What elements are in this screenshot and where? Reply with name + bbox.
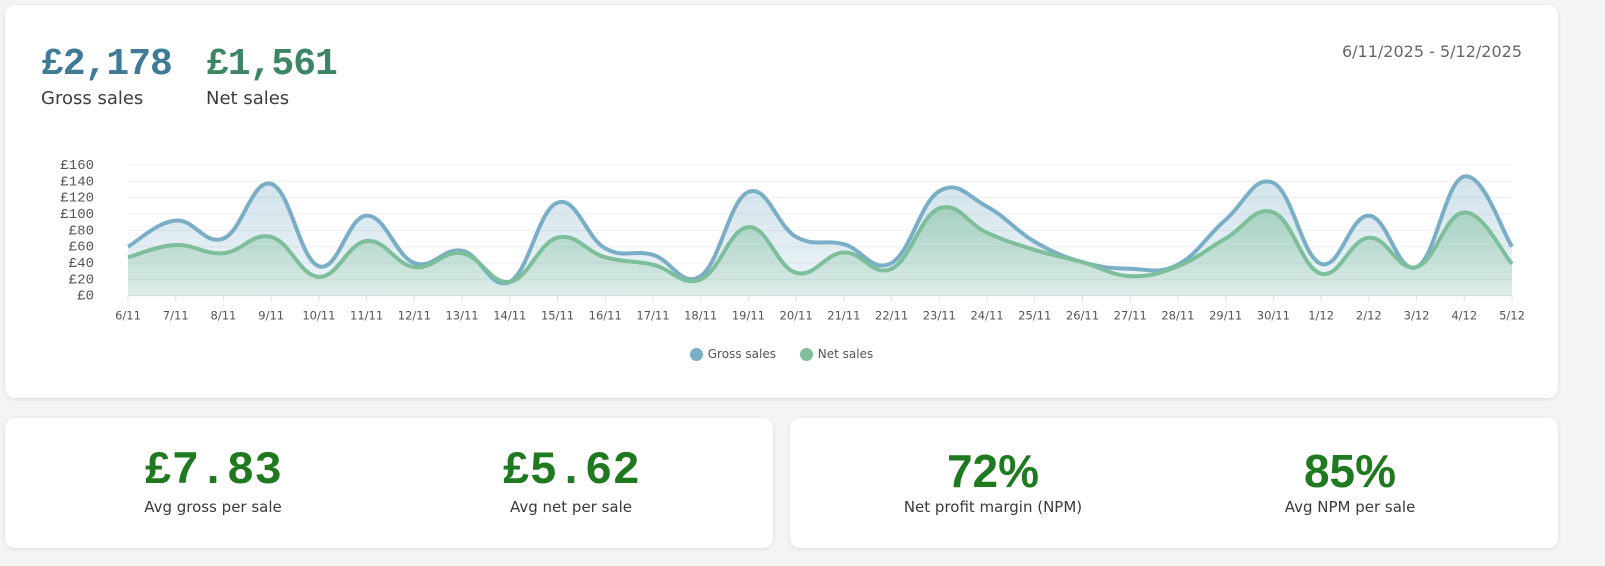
- svg-text:4/12: 4/12: [1451, 309, 1477, 323]
- avg-gross-value: £7.83: [143, 445, 283, 497]
- net-sales-value: £1,561: [206, 43, 338, 86]
- svg-text:23/11: 23/11: [923, 309, 956, 323]
- svg-text:29/11: 29/11: [1209, 309, 1242, 323]
- svg-text:£160: £160: [60, 158, 94, 174]
- svg-text:10/11: 10/11: [302, 309, 335, 323]
- profit-margin-card: 72% Net profit margin (NPM) 85% Avg NPM …: [790, 418, 1558, 548]
- date-range[interactable]: 6/11/2025 - 5/12/2025: [1341, 42, 1522, 61]
- avg-net-value: £5.62: [501, 445, 641, 497]
- y-axis: £0£20£40£60£80£100£120£140£160: [60, 158, 94, 305]
- svg-text:19/11: 19/11: [732, 309, 765, 323]
- x-axis: 6/11 7/11 8/11 9/11 10/11 11/11 12/11 13/11 14/1…: [115, 295, 1525, 323]
- svg-text:15/11: 15/11: [541, 309, 574, 323]
- sales-area-chart[interactable]: £0£20£40£60£80£100£120£140£160 6/11 7/11 8…: [5, 5, 1558, 345]
- sales-overview-card: £2,178 Gross sales £1,561 Net sales 6/11…: [5, 5, 1558, 398]
- npm-stat: 72% Net profit margin (NPM): [843, 446, 1143, 516]
- svg-text:13/11: 13/11: [445, 309, 478, 323]
- gross-dot-icon: [689, 347, 703, 361]
- legend-item-net[interactable]: Net sales: [799, 347, 874, 361]
- legend-gross-label: Gross sales: [707, 347, 776, 361]
- per-sale-averages-card: £7.83 Avg gross per sale £5.62 Avg net p…: [5, 418, 773, 548]
- svg-text:24/11: 24/11: [970, 309, 1003, 323]
- svg-text:17/11: 17/11: [636, 309, 669, 323]
- svg-text:2/12: 2/12: [1356, 309, 1382, 323]
- gross-sales-kpi: £2,178 Gross sales: [41, 43, 173, 109]
- svg-text:8/11: 8/11: [211, 309, 237, 323]
- svg-text:30/11: 30/11: [1257, 309, 1290, 323]
- svg-text:25/11: 25/11: [1018, 309, 1051, 323]
- npm-value: 72%: [946, 445, 1040, 497]
- svg-text:28/11: 28/11: [1161, 309, 1194, 323]
- chart-legend: Gross sales Net sales: [5, 347, 1558, 364]
- gross-sales-line[interactable]: [126, 174, 1514, 286]
- svg-text:£20: £20: [69, 272, 94, 288]
- svg-text:21/11: 21/11: [827, 309, 860, 323]
- legend-item-gross[interactable]: Gross sales: [689, 347, 776, 361]
- net-sales-line[interactable]: [127, 204, 1514, 284]
- svg-text:26/11: 26/11: [1066, 309, 1099, 323]
- svg-text:9/11: 9/11: [258, 309, 284, 323]
- svg-text:6/11: 6/11: [115, 309, 141, 323]
- svg-text:7/11: 7/11: [163, 309, 189, 323]
- net-sales-label: Net sales: [206, 88, 290, 109]
- net-sales-area: [128, 206, 1512, 296]
- svg-text:12/11: 12/11: [398, 309, 431, 323]
- svg-text:20/11: 20/11: [780, 309, 813, 323]
- avg-npm-stat: 85% Avg NPM per sale: [1200, 446, 1500, 516]
- svg-text:27/11: 27/11: [1114, 309, 1147, 323]
- svg-text:11/11: 11/11: [350, 309, 383, 323]
- avg-gross-label: Avg gross per sale: [144, 498, 282, 516]
- svg-text:£120: £120: [60, 191, 94, 207]
- legend-net-label: Net sales: [817, 347, 874, 361]
- avg-gross-stat: £7.83 Avg gross per sale: [63, 446, 363, 516]
- svg-text:22/11: 22/11: [875, 309, 908, 323]
- svg-text:£100: £100: [60, 207, 94, 223]
- net-dot-icon: [799, 347, 813, 361]
- avg-net-stat: £5.62 Avg net per sale: [421, 446, 721, 516]
- avg-npm-label: Avg NPM per sale: [1284, 498, 1416, 516]
- svg-text:16/11: 16/11: [589, 309, 622, 323]
- avg-net-label: Avg net per sale: [509, 498, 633, 516]
- svg-text:1/12: 1/12: [1308, 309, 1334, 323]
- gross-sales-label: Gross sales: [41, 88, 144, 109]
- gross-sales-value: £2,178: [41, 43, 173, 86]
- svg-text:£80: £80: [69, 223, 94, 239]
- npm-label: Net profit margin (NPM): [903, 498, 1083, 516]
- svg-text:£140: £140: [60, 174, 94, 190]
- svg-text:5/12: 5/12: [1499, 309, 1525, 323]
- svg-text:3/12: 3/12: [1404, 309, 1430, 323]
- svg-text:£40: £40: [69, 256, 94, 272]
- svg-text:£0: £0: [77, 289, 94, 305]
- svg-text:18/11: 18/11: [684, 309, 717, 323]
- net-sales-kpi: £1,561 Net sales: [206, 43, 338, 109]
- svg-text:£60: £60: [69, 240, 94, 256]
- avg-npm-value: 85%: [1303, 445, 1397, 497]
- svg-text:14/11: 14/11: [493, 309, 526, 323]
